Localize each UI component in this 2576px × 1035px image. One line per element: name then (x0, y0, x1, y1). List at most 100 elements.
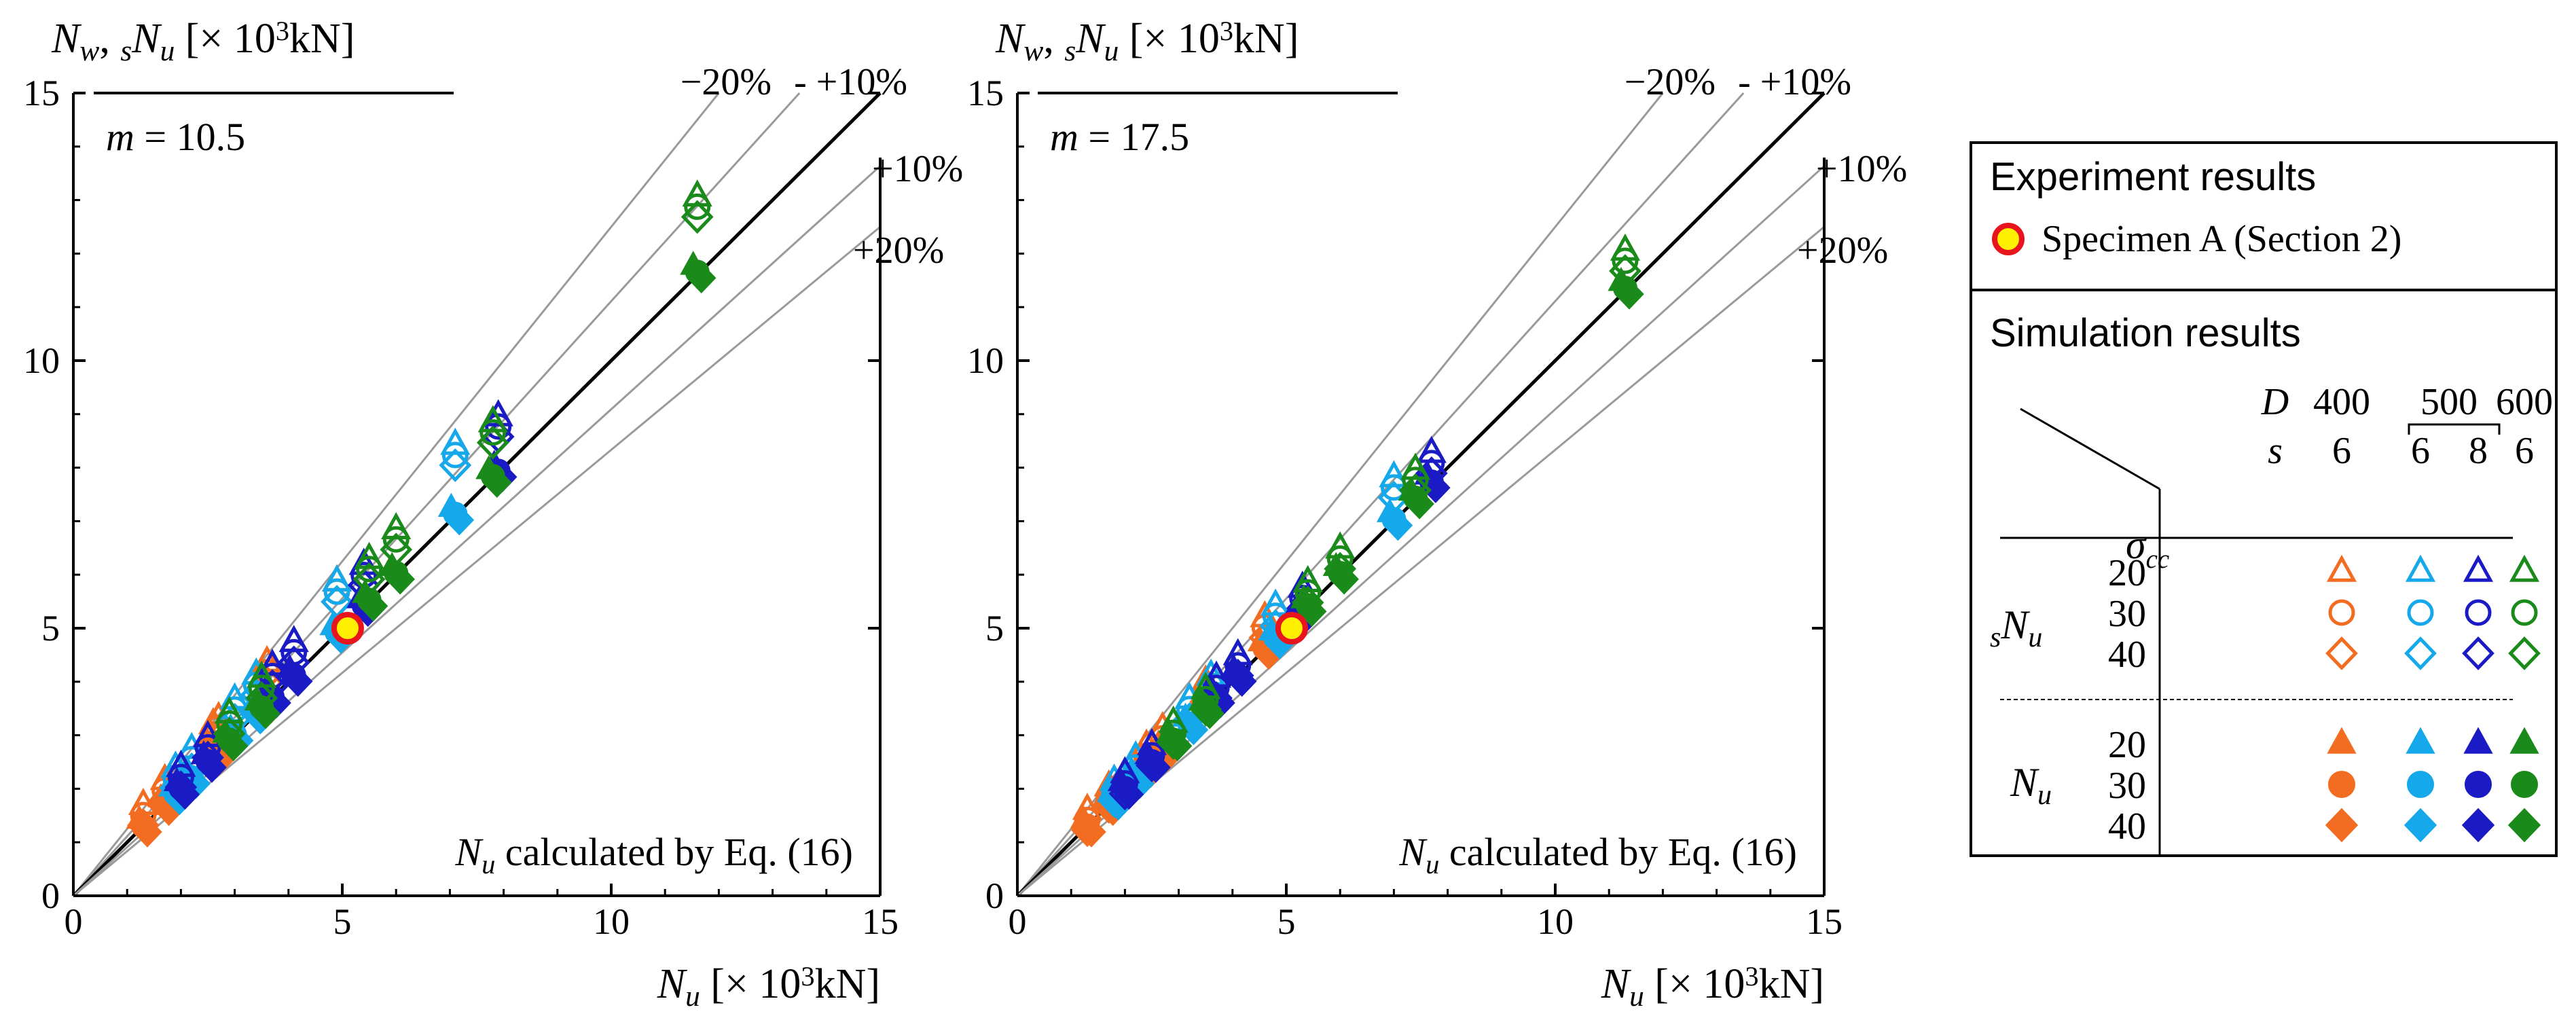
data-point-Nu (1178, 714, 1209, 746)
data-point-Nu (385, 564, 415, 595)
series-D600-s6 (212, 179, 716, 762)
y-tick-label: 5 (41, 608, 60, 649)
legend-marker-sNu (2508, 636, 2541, 670)
data-point-sNu (684, 193, 711, 220)
data-point-Nu (1195, 698, 1224, 729)
legend-s-value: 6 (2515, 430, 2534, 472)
legend: Experiment results Specimen A (Section 2)… (1970, 141, 2558, 857)
x-axis-title: Nu [× 103kN] (1601, 961, 1824, 1013)
legend-marker-Nu (2511, 771, 2538, 798)
x-tick-label: 0 (65, 901, 83, 942)
data-point-Nu (251, 698, 280, 729)
x-tick-label: 15 (1806, 901, 1843, 942)
legend-marker-Nu (2461, 807, 2495, 843)
y-tick-label: 15 (23, 73, 60, 113)
data-point-Nu (1141, 752, 1171, 783)
legend-diagonal (2020, 407, 2160, 490)
data-point-Nu (132, 816, 162, 848)
legend-marker-Nu (2507, 807, 2541, 843)
data-point-Nu (1404, 488, 1434, 520)
legend-marker-Nu (2406, 727, 2435, 754)
legend-marker-sNu (2325, 636, 2358, 670)
legend-marker-sNu (2465, 599, 2492, 626)
ref-label-plus10: +10% (1816, 148, 1907, 190)
legend-marker-Nu (2463, 727, 2493, 754)
x-tick-label: 0 (1009, 901, 1027, 942)
legend-bracket (2408, 423, 2501, 435)
legend-marker-Nu (2509, 727, 2539, 754)
data-point-Nu (170, 778, 200, 810)
data-point-Nu (197, 752, 227, 783)
x-tick-label: 10 (593, 901, 630, 942)
legend-marker-sNu (2509, 554, 2540, 582)
data-point-Nu (358, 590, 388, 622)
data-point-sNu (479, 419, 507, 446)
data-point-Nu (1227, 666, 1257, 697)
legend-s-value: 6 (2411, 430, 2430, 472)
ref-label-plus10: +10% (872, 148, 963, 190)
legend-sigma-label: σcc (2126, 522, 2169, 574)
experiment-point (331, 612, 364, 644)
reference-line (1016, 92, 1664, 896)
legend-marker-sNu (2405, 554, 2436, 582)
legend-marker-sNu (2407, 599, 2434, 626)
legend-marker-Nu (2407, 771, 2434, 798)
legend-sigma-value: 40 (2108, 805, 2146, 848)
ref-label-minus20: −20% (681, 61, 772, 103)
y-axis-title: Nw, sNu [× 103kN] (995, 16, 1299, 67)
legend-marker-sNu (2462, 636, 2495, 670)
x-axis-title: Nu [× 103kN] (657, 961, 880, 1013)
data-point-Nu (283, 666, 313, 697)
legend-marker-Nu (2465, 771, 2492, 798)
data-point-sNu (476, 425, 509, 460)
x-tick-label: 5 (333, 901, 352, 942)
x-tick-label: 15 (862, 901, 899, 942)
legend-D-value: 400 (2313, 381, 2370, 423)
y-tick-label: 10 (23, 340, 60, 381)
data-point-sNu (352, 562, 386, 596)
legend-sigma-value: 20 (2108, 724, 2146, 766)
data-point-Nu (1296, 596, 1327, 628)
legend-experiment-label: Specimen A (Section 2) (2042, 218, 2401, 260)
y-axis-title: Nw, sNu [× 103kN] (51, 16, 355, 67)
data-point-Nu (1614, 278, 1644, 310)
y-tick-label: 15 (967, 73, 1004, 113)
experiment-point (1275, 612, 1308, 644)
legend-sigma-value: 20 (2108, 552, 2146, 594)
legend-Nu-label: Nu (2010, 760, 2052, 811)
data-point-sNu (681, 200, 714, 234)
legend-sigma-value: 30 (2108, 765, 2146, 807)
legend-marker-sNu (2404, 636, 2437, 670)
ref-label-plus20: +20% (1797, 230, 1888, 272)
data-point-Nu (1329, 564, 1359, 595)
legend-marker-Nu (2327, 727, 2357, 754)
legend-box (1970, 141, 2558, 857)
legend-marker-Nu (2328, 771, 2355, 798)
m-annotation: m = 10.5 (106, 115, 245, 159)
data-point-Nu (218, 730, 249, 762)
chart-panel-right: 00 5 5 10 10 15 15 Nw, sNu [× 103kN] Nu [× 103kN… (967, 16, 1907, 1013)
legend-s-label: s (2268, 430, 2283, 472)
legend-sigma-value: 40 (2108, 634, 2146, 676)
data-point-Nu (444, 505, 475, 536)
y-tick-label: 10 (967, 340, 1004, 381)
legend-s-value: 6 (2332, 430, 2351, 472)
data-point-sNu (439, 448, 472, 482)
ref-label-minus10: - +10% (794, 61, 907, 103)
legend-marker-sNu (2328, 599, 2355, 626)
legend-simulation-title: Simulation results (1990, 311, 2301, 355)
y-tick-label: 0 (41, 875, 60, 916)
legend-sNu-label: sNu (1990, 602, 2042, 653)
x-tick-label: 5 (1277, 901, 1296, 942)
ref-label-minus10: - +10% (1738, 61, 1851, 103)
legend-marker-sNu (2463, 554, 2494, 582)
footnote: Nu calculated by Eq. (16) (454, 830, 853, 879)
footnote: Nu calculated by Eq. (16) (1398, 830, 1797, 879)
legend-marker-Nu (2325, 807, 2359, 843)
legend-marker-sNu (2326, 554, 2357, 582)
data-point-Nu (1383, 509, 1413, 541)
data-point-Nu (686, 262, 716, 294)
x-tick-label: 10 (1537, 901, 1574, 942)
data-point-Nu (1076, 816, 1106, 848)
ref-label-plus20: +20% (853, 230, 944, 272)
